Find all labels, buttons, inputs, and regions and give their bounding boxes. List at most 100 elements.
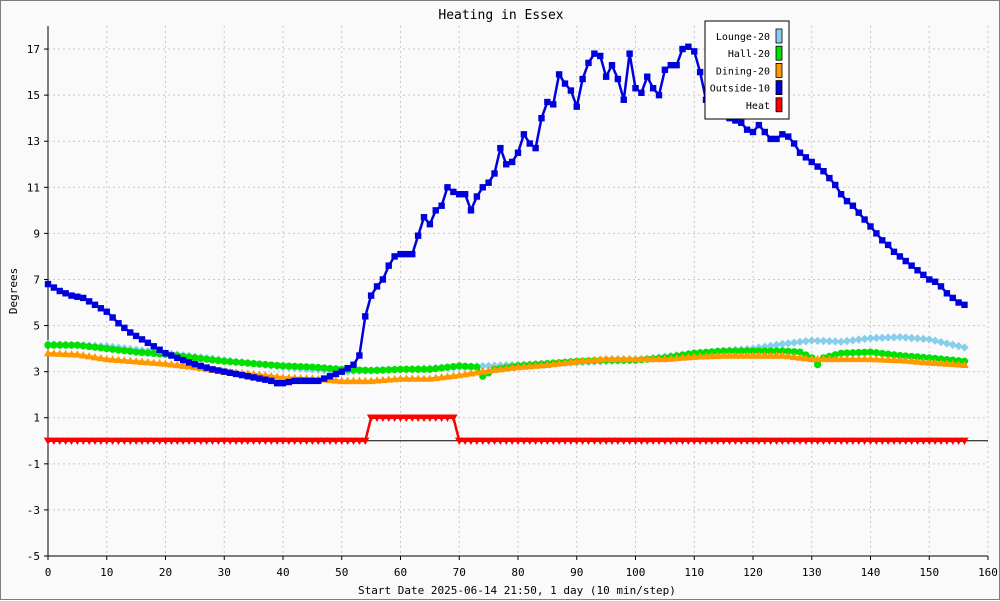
data-point bbox=[115, 320, 122, 327]
data-point bbox=[478, 437, 487, 445]
data-point bbox=[50, 284, 58, 291]
data-point bbox=[554, 437, 564, 445]
data-point bbox=[878, 333, 887, 342]
data-point bbox=[754, 351, 764, 359]
y-tick-label: 11 bbox=[27, 181, 40, 194]
data-point bbox=[930, 437, 940, 445]
data-point bbox=[250, 359, 258, 368]
data-point bbox=[608, 61, 616, 69]
data-point bbox=[532, 144, 539, 152]
data-point bbox=[302, 363, 311, 371]
data-point bbox=[137, 357, 147, 365]
data-point bbox=[566, 437, 576, 445]
data-point bbox=[784, 437, 793, 445]
data-point bbox=[414, 232, 422, 239]
data-point bbox=[919, 334, 928, 344]
data-point bbox=[902, 257, 909, 265]
x-tick-label: 100 bbox=[626, 566, 646, 579]
y-tick-label: 17 bbox=[27, 43, 40, 56]
data-point bbox=[461, 362, 469, 370]
data-point bbox=[349, 376, 358, 385]
data-point bbox=[238, 359, 246, 367]
data-point bbox=[567, 87, 575, 94]
data-point bbox=[255, 360, 264, 368]
data-point bbox=[537, 437, 546, 445]
data-point bbox=[901, 356, 910, 364]
data-point bbox=[883, 355, 893, 363]
data-point bbox=[314, 437, 323, 445]
data-point bbox=[91, 343, 99, 351]
data-point bbox=[936, 437, 946, 445]
data-point bbox=[872, 349, 880, 357]
data-point bbox=[731, 437, 740, 445]
data-point bbox=[937, 283, 945, 290]
data-point bbox=[507, 363, 517, 371]
data-point bbox=[391, 365, 399, 374]
data-point bbox=[872, 437, 881, 445]
data-point bbox=[725, 347, 734, 355]
data-point bbox=[884, 241, 892, 249]
data-point bbox=[208, 356, 217, 364]
data-point bbox=[419, 414, 429, 422]
data-point bbox=[332, 365, 340, 373]
data-point bbox=[719, 351, 728, 359]
data-point bbox=[878, 437, 887, 445]
data-point bbox=[362, 313, 369, 320]
data-point bbox=[832, 181, 839, 189]
data-point bbox=[249, 437, 258, 445]
data-point bbox=[444, 184, 451, 191]
data-point bbox=[221, 368, 228, 375]
data-point bbox=[837, 349, 845, 357]
data-point bbox=[168, 352, 175, 359]
data-point bbox=[737, 351, 746, 359]
data-point bbox=[62, 290, 69, 297]
data-point bbox=[901, 437, 910, 445]
data-point bbox=[390, 414, 399, 422]
data-point bbox=[690, 352, 699, 360]
data-point bbox=[637, 437, 646, 445]
data-point bbox=[601, 437, 611, 445]
data-point bbox=[955, 299, 962, 306]
data-point bbox=[913, 334, 922, 343]
data-point bbox=[443, 372, 452, 380]
data-point bbox=[296, 437, 305, 445]
data-point bbox=[373, 366, 381, 374]
data-point bbox=[525, 437, 534, 445]
data-point bbox=[67, 341, 76, 349]
data-point bbox=[679, 45, 686, 53]
data-point bbox=[103, 308, 110, 315]
data-point bbox=[408, 374, 417, 382]
data-point bbox=[226, 358, 234, 366]
data-point bbox=[760, 437, 769, 445]
data-point bbox=[866, 437, 875, 445]
data-point bbox=[873, 230, 880, 237]
x-tick-label: 110 bbox=[684, 566, 704, 579]
data-point bbox=[49, 437, 59, 445]
data-point bbox=[220, 357, 228, 365]
data-point bbox=[866, 348, 875, 356]
data-point bbox=[225, 437, 235, 445]
data-point bbox=[438, 202, 445, 209]
data-point bbox=[508, 158, 516, 166]
data-point bbox=[85, 298, 93, 305]
data-point bbox=[73, 437, 82, 445]
data-point bbox=[367, 292, 375, 299]
data-point bbox=[466, 437, 476, 445]
data-point bbox=[742, 351, 752, 359]
data-point bbox=[420, 365, 428, 373]
data-point bbox=[714, 347, 722, 355]
data-point bbox=[896, 351, 904, 360]
data-point bbox=[208, 437, 217, 445]
data-point bbox=[80, 294, 87, 302]
data-point bbox=[513, 362, 523, 371]
data-point bbox=[237, 437, 247, 445]
data-point bbox=[631, 354, 640, 363]
data-point bbox=[948, 340, 957, 349]
data-point bbox=[61, 349, 70, 358]
x-tick-label: 160 bbox=[978, 566, 998, 579]
data-point bbox=[349, 366, 358, 374]
data-point bbox=[555, 71, 563, 78]
data-point bbox=[203, 355, 211, 363]
data-point bbox=[126, 356, 135, 365]
data-point bbox=[331, 376, 341, 384]
